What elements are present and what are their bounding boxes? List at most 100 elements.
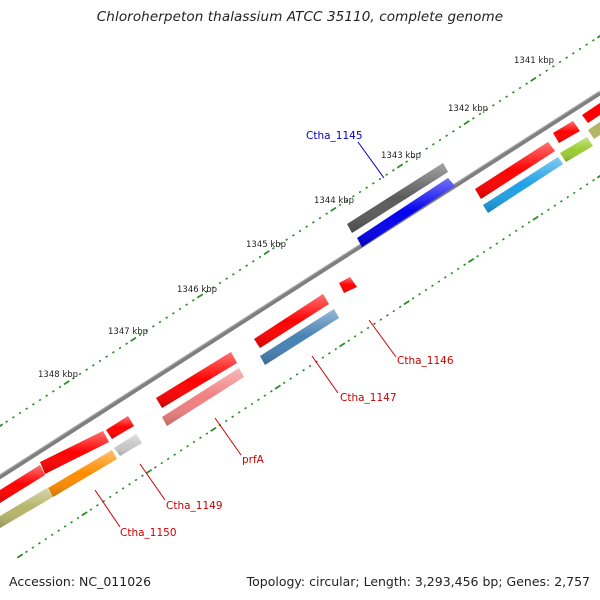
outer-scale-minor-tick [151,325,155,328]
feature-prfa-pink[interactable] [162,368,244,426]
feature-left-red-edge[interactable] [0,465,45,503]
feature-right-lime[interactable] [560,137,593,162]
outer-scale-minor-tick [498,99,502,103]
inner-scale-minor-tick [527,221,531,224]
inner-scale-minor-tick [263,394,267,397]
inner-scale-minor-tick [424,288,428,292]
outer-scale-minor-tick [305,225,309,228]
inner-scale-minor-tick [379,318,383,321]
gene-label-ctha-1149[interactable]: Ctha_1149 [166,500,223,512]
scale-label-1348: 1348 kbp [38,370,78,380]
inner-scale-minor-tick [115,491,119,494]
outer-scale-minor-tick [391,169,395,172]
outer-scale-minor-tick [251,260,255,263]
feature-left-olive[interactable] [0,488,53,528]
inner-scale-minor-tick [44,537,48,541]
outer-scale-minor-tick [105,355,109,358]
outer-scale-minor-tick [185,303,189,306]
feature-right-olive[interactable] [588,122,600,139]
gene-label-ctha-1150[interactable]: Ctha_1150 [120,527,177,539]
genome-backbone [0,91,600,480]
inner-scale-minor-tick [186,444,189,448]
outer-scale-minor-tick [298,229,302,233]
outer-scale-minor-tick [45,394,49,397]
outer-scale-major-tick [596,34,600,39]
feature-ctha-1149-red[interactable] [106,416,134,439]
feature-prfa-red[interactable] [156,352,237,408]
outer-scale-minor-tick [578,47,582,51]
inner-scale-minor-tick [353,335,357,338]
outer-scale-track [0,34,600,428]
feature-ctha-1145-blue[interactable] [357,178,455,247]
inner-scale-minor-tick [70,520,73,524]
inner-scale-minor-tick [250,402,254,406]
outer-scale-minor-tick [285,238,289,241]
outer-scale-minor-tick [511,91,515,94]
feature-ctha-1147-steel[interactable] [260,309,339,365]
outer-scale-minor-tick [111,351,115,354]
leader-ctha-1146 [368,319,397,358]
outer-scale-minor-tick [278,242,282,246]
inner-scale-minor-tick [282,381,286,385]
outer-scale-minor-tick [345,199,349,202]
outer-scale-minor-tick [31,403,35,406]
inner-scale-minor-tick [160,461,164,465]
outer-scale-minor-tick [431,143,435,146]
gene-label-ctha-1146[interactable]: Ctha_1146 [397,355,454,367]
feature-ctha-1145-gray[interactable] [347,163,448,233]
inner-scale-minor-tick [89,508,93,511]
inner-scale-minor-tick [31,546,35,549]
outer-scale-minor-tick [85,368,89,371]
gene-label-prfa[interactable]: prfA [242,454,265,466]
feature-ctha-1146[interactable] [339,277,357,293]
outer-scale-minor-tick [418,151,422,155]
inner-scale-minor-tick [166,457,170,461]
inner-scale-minor-tick [456,267,460,271]
outer-scale-minor-tick [458,125,462,129]
scale-label-1346: 1346 kbp [177,285,217,295]
outer-scale-minor-tick [245,264,249,267]
feature-ctha-1147-red[interactable] [254,294,329,348]
gene-label-ctha-1145[interactable]: Ctha_1145 [306,130,363,142]
outer-scale-major-tick [396,163,404,169]
inner-scale-minor-tick [173,453,177,456]
outer-scale-minor-tick [258,255,262,259]
inner-scale-track [16,174,600,559]
outer-scale-minor-tick [311,221,315,224]
inner-scale-minor-tick [443,276,447,279]
outer-scale-minor-tick [538,73,542,77]
inner-scale-minor-tick [134,478,138,482]
feature-ctha-1149-gray[interactable] [114,434,142,456]
inner-scale-minor-tick [540,212,544,216]
inner-scale-minor-tick [347,339,351,342]
feature-ctha-1150-red[interactable] [40,431,109,474]
feature-ctha-1150-orange[interactable] [48,450,117,497]
feature-right-red-2[interactable] [553,121,580,143]
inner-scale-major-tick [81,511,88,517]
outer-scale-minor-tick [411,156,415,159]
outer-scale-minor-tick [171,312,175,315]
inner-scale-minor-tick [579,187,583,190]
feature-right-sky[interactable] [483,157,563,213]
feature-right-red-edge[interactable] [582,103,600,123]
outer-scale-minor-tick [211,286,215,289]
outer-scale-minor-tick [11,416,15,419]
gene-label-ctha-1147[interactable]: Ctha_1147 [340,392,397,404]
outer-scale-minor-tick [525,82,529,85]
feature-right-red-1[interactable] [475,142,555,199]
outer-scale-minor-tick [225,277,229,280]
outer-scale-minor-tick [425,147,429,150]
outer-scale-major-tick [263,250,270,256]
outer-scale-minor-tick [545,69,549,72]
inner-scale-minor-tick [392,309,396,313]
inner-scale-minor-tick [289,377,293,380]
outer-scale-minor-tick [505,95,509,98]
inner-scale-minor-tick [141,474,144,478]
outer-scale-minor-tick [405,160,409,163]
inner-scale-major-tick [339,342,346,348]
outer-scale-minor-tick [231,273,235,276]
outer-scale-minor-tick [191,299,195,302]
inner-scale-minor-tick [521,225,525,228]
inner-scale-major-tick [16,553,24,559]
outer-scale-minor-tick [371,182,375,185]
